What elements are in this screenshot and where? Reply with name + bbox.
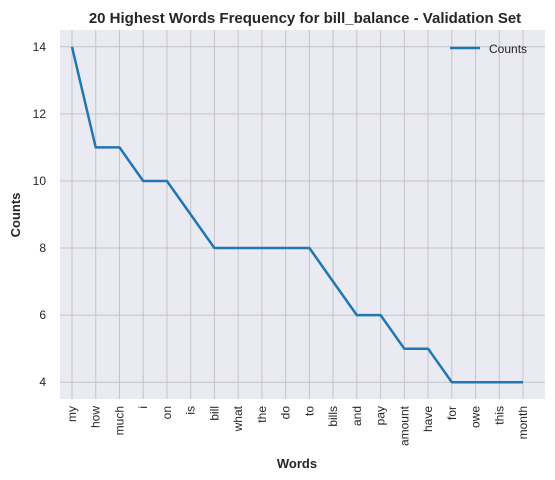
- x-tick-label: much: [112, 406, 126, 435]
- x-tick-label: do: [279, 406, 293, 420]
- x-tick-label: bill: [207, 406, 221, 421]
- x-tick-label: owe: [469, 406, 483, 428]
- plot-area: [60, 30, 545, 399]
- x-tick-label: amount: [397, 405, 411, 446]
- x-tick-label: my: [65, 406, 79, 422]
- x-tick-label: for: [445, 406, 459, 420]
- x-tick-labels: my how much i on is bill what the do to bills and pay…: [65, 405, 530, 446]
- grid: [60, 30, 545, 399]
- y-tick-label: 4: [39, 375, 46, 389]
- x-tick-label: and: [350, 406, 364, 426]
- y-tick-label: 12: [33, 107, 47, 121]
- x-tick-label: is: [184, 406, 198, 415]
- x-tick-label: i: [136, 406, 150, 409]
- x-tick-label: what: [231, 405, 245, 432]
- x-axis-label: Words: [277, 456, 317, 471]
- chart-title: 20 Highest Words Frequency for bill_bala…: [89, 10, 521, 27]
- legend: Counts: [450, 42, 527, 56]
- x-tick-label: to: [302, 406, 316, 416]
- y-tick-label: 10: [33, 174, 47, 188]
- x-tick-label: bills: [326, 406, 340, 427]
- y-axis-label: Counts: [8, 193, 23, 238]
- x-tick-label: pay: [374, 406, 388, 425]
- x-tick-label: this: [492, 406, 506, 425]
- y-tick-label: 6: [39, 308, 46, 322]
- x-tick-label: how: [89, 406, 103, 428]
- y-tick-label: 8: [39, 241, 46, 255]
- x-tick-label: month: [516, 406, 530, 439]
- x-tick-label: have: [421, 406, 435, 432]
- y-tick-labels: 4 6 8 10 12 14: [33, 40, 47, 389]
- legend-label-counts: Counts: [489, 42, 527, 56]
- series-line-counts: [70, 46, 523, 384]
- x-tick-label: the: [255, 406, 269, 423]
- x-tick-label: on: [160, 406, 174, 419]
- y-tick-label: 14: [33, 40, 47, 54]
